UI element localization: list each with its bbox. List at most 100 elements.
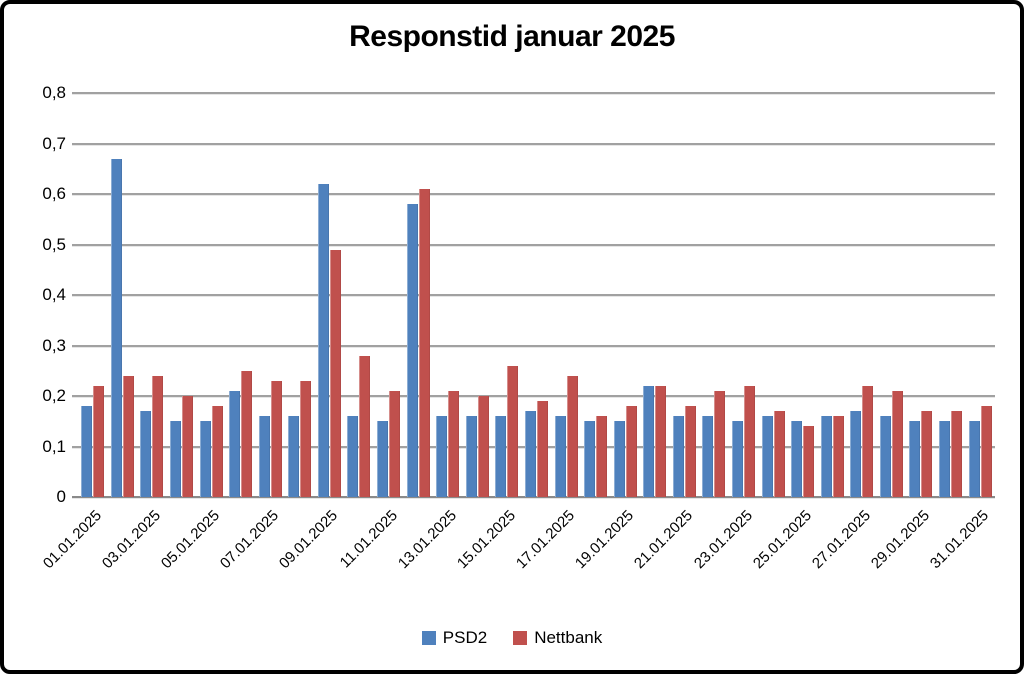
gridline: [72, 142, 995, 145]
bar-group: [344, 93, 374, 497]
bar-group: [226, 93, 256, 497]
bar-group: [463, 93, 493, 497]
bar-group: [137, 93, 167, 497]
bar-psd2: [347, 416, 359, 497]
bar-psd2: [81, 406, 93, 497]
bar-group: [788, 93, 818, 497]
bar-nettbank: [891, 390, 903, 497]
x-tick-label: 05.01.2025: [158, 507, 224, 573]
x-tick-label: 03.01.2025: [98, 507, 164, 573]
bar-nettbank: [832, 416, 844, 497]
bar-psd2: [791, 421, 803, 497]
bar-psd2: [288, 416, 300, 497]
bar-group: [403, 93, 433, 497]
bar-nettbank: [803, 426, 815, 497]
plot-area: [72, 92, 995, 498]
bar-group: [817, 93, 847, 497]
bar-psd2: [436, 416, 448, 497]
bar-nettbank: [596, 416, 608, 497]
y-tick-label: 0,2: [42, 386, 66, 405]
legend: PSD2 Nettbank: [4, 628, 1020, 648]
x-tick-label: 09.01.2025: [276, 507, 342, 573]
bar-nettbank: [329, 249, 341, 497]
bar-psd2: [879, 416, 891, 497]
bar-group: [78, 93, 108, 497]
bar-group: [522, 93, 552, 497]
bar-group: [285, 93, 315, 497]
y-tick-label: 0,6: [42, 184, 66, 203]
bar-nettbank: [241, 370, 253, 497]
x-tick-label: 07.01.2025: [217, 507, 283, 573]
bar-psd2: [229, 390, 241, 497]
bar-psd2: [909, 421, 921, 497]
bar-group: [167, 93, 197, 497]
bar-psd2: [968, 421, 980, 497]
gridline: [72, 193, 995, 195]
legend-label-nettbank: Nettbank: [534, 628, 603, 647]
bar-psd2: [732, 421, 743, 497]
bar-psd2: [613, 421, 625, 497]
bar-group: [196, 93, 226, 497]
y-tick-label: 0,3: [42, 335, 66, 355]
bar-group: [847, 93, 877, 497]
y-tick-label: 0,8: [42, 83, 66, 102]
x-tick-label: 25.01.2025: [749, 507, 815, 573]
x-tick-label: 01.01.2025: [39, 507, 105, 573]
x-tick-label: 19.01.2025: [572, 507, 638, 573]
bar-psd2: [702, 416, 714, 497]
bar-nettbank: [536, 401, 548, 497]
bar-group: [374, 93, 404, 497]
bar-psd2: [110, 158, 122, 497]
bar-nettbank: [921, 411, 933, 497]
gridline: [72, 92, 995, 94]
x-tick-label: 13.01.2025: [394, 507, 460, 573]
bar-nettbank: [655, 385, 667, 497]
bar-group: [255, 93, 285, 497]
bar-group: [610, 93, 640, 497]
bar-psd2: [584, 421, 596, 497]
bar-psd2: [524, 411, 536, 497]
bar-nettbank: [566, 375, 578, 497]
bar-psd2: [939, 421, 951, 497]
x-tick-label: 11.01.2025: [336, 507, 401, 572]
bar-group: [581, 93, 611, 497]
bar-nettbank: [684, 406, 696, 497]
bar-group: [315, 93, 345, 497]
y-tick-label: 0,1: [42, 436, 66, 456]
bar-group: [551, 93, 581, 497]
bar-nettbank: [300, 380, 312, 497]
bar-psd2: [465, 416, 477, 497]
bar-psd2: [170, 421, 182, 497]
bar-nettbank: [744, 385, 755, 497]
gridline: [72, 294, 995, 296]
y-tick-label: 0,5: [42, 234, 66, 254]
bar-psd2: [140, 411, 152, 497]
x-tick-label: 23.01.2025: [690, 507, 756, 573]
bar-group: [433, 93, 463, 497]
bar-group: [492, 93, 522, 497]
legend-label-psd2: PSD2: [442, 628, 488, 647]
bar-psd2: [554, 416, 566, 497]
bar-group: [965, 93, 995, 497]
bar-nettbank: [182, 396, 194, 497]
bar-nettbank: [951, 411, 963, 497]
bar-psd2: [850, 411, 862, 497]
bar-psd2: [672, 416, 684, 497]
x-tick-label: 15.01.2025: [453, 507, 519, 573]
bar-group: [699, 93, 729, 497]
x-tick-label: 21.01.2025: [631, 507, 697, 573]
bar-nettbank: [93, 385, 105, 497]
bar-nettbank: [980, 406, 992, 497]
bar-nettbank: [448, 390, 460, 497]
bar-psd2: [495, 416, 507, 497]
psd2-swatch-icon: [421, 631, 436, 645]
bar-nettbank: [359, 355, 371, 497]
y-tick-label: 0,4: [42, 285, 66, 304]
bar-nettbank: [477, 396, 489, 497]
bar-psd2: [820, 416, 832, 497]
bar-group: [906, 93, 936, 497]
x-tick-label: 31.01.2025: [927, 507, 993, 573]
bar-psd2: [406, 204, 418, 497]
legend-item-psd2: PSD2: [421, 628, 488, 648]
gridline: [72, 395, 995, 397]
